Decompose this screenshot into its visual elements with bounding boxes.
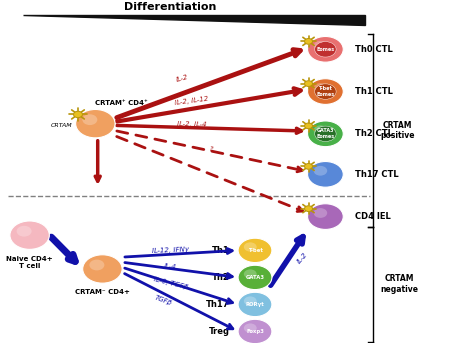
Circle shape (238, 265, 272, 290)
Circle shape (17, 226, 32, 237)
Text: Th17: Th17 (206, 300, 229, 309)
Circle shape (82, 255, 122, 283)
Circle shape (308, 204, 343, 229)
Polygon shape (23, 15, 365, 25)
Circle shape (315, 42, 336, 57)
Text: T-bet
Eomes: T-bet Eomes (316, 86, 335, 97)
Circle shape (304, 81, 312, 86)
Circle shape (308, 36, 343, 62)
Circle shape (76, 109, 115, 138)
Circle shape (314, 208, 327, 218)
Text: IL-4: IL-4 (164, 263, 177, 270)
Circle shape (314, 83, 327, 93)
Text: CD4 IEL: CD4 IEL (355, 212, 391, 221)
Circle shape (308, 79, 343, 105)
Text: ?: ? (208, 146, 213, 152)
Text: Treg: Treg (209, 327, 229, 336)
Text: Differentiation: Differentiation (124, 2, 217, 12)
Text: CRTAM⁻ CD4+: CRTAM⁻ CD4+ (75, 289, 130, 295)
Text: "CD4 CTLs": "CD4 CTLs" (300, 15, 365, 25)
Text: IL-2, IL-12: IL-2, IL-12 (174, 96, 209, 106)
Text: Th2: Th2 (212, 273, 229, 282)
Circle shape (82, 114, 97, 125)
Text: CRTAM⁺ CD4⁺: CRTAM⁺ CD4⁺ (95, 100, 147, 106)
Circle shape (304, 39, 312, 44)
Text: TGFβ: TGFβ (154, 294, 173, 306)
Text: IL-12, IFNγ: IL-12, IFNγ (152, 246, 189, 254)
Circle shape (244, 243, 257, 251)
Text: Naive CD4+
T cell: Naive CD4+ T cell (6, 256, 53, 269)
Circle shape (10, 221, 49, 249)
Text: IL-6, TGFβ: IL-6, TGFβ (153, 276, 188, 290)
Circle shape (304, 206, 312, 212)
Circle shape (315, 126, 336, 141)
Text: Foxp3: Foxp3 (246, 329, 264, 334)
Text: Th1 CTL: Th1 CTL (355, 87, 393, 96)
Circle shape (315, 84, 336, 99)
Circle shape (238, 292, 272, 316)
Circle shape (314, 41, 327, 51)
Text: T-bet: T-bet (247, 248, 263, 253)
Text: GATA3
Eomes: GATA3 Eomes (316, 128, 335, 139)
Circle shape (244, 323, 257, 333)
Circle shape (308, 162, 343, 187)
Text: Th0 CTL: Th0 CTL (355, 45, 393, 54)
Circle shape (308, 121, 343, 147)
Circle shape (90, 260, 104, 270)
Circle shape (304, 123, 312, 129)
Text: CRTAM
negative: CRTAM negative (380, 275, 419, 294)
Text: Eomes: Eomes (316, 47, 335, 52)
Circle shape (244, 269, 257, 279)
Circle shape (314, 125, 327, 135)
Text: Th2 CTL: Th2 CTL (355, 129, 393, 138)
Text: Th17 CTL: Th17 CTL (355, 170, 399, 179)
Circle shape (238, 238, 272, 262)
Circle shape (73, 111, 82, 118)
Text: IL-2: IL-2 (175, 74, 189, 83)
Text: GATA3: GATA3 (246, 275, 264, 280)
Text: CRTAM
positive: CRTAM positive (380, 121, 415, 140)
Text: IL-2, IL-4: IL-2, IL-4 (177, 121, 206, 128)
Circle shape (304, 163, 312, 169)
Circle shape (244, 297, 257, 306)
Text: Th1: Th1 (212, 246, 229, 255)
Text: IL-2: IL-2 (296, 251, 308, 265)
Circle shape (238, 319, 272, 344)
Text: CRTAM: CRTAM (50, 123, 72, 128)
Circle shape (314, 166, 327, 176)
Text: RORγt: RORγt (246, 302, 264, 307)
